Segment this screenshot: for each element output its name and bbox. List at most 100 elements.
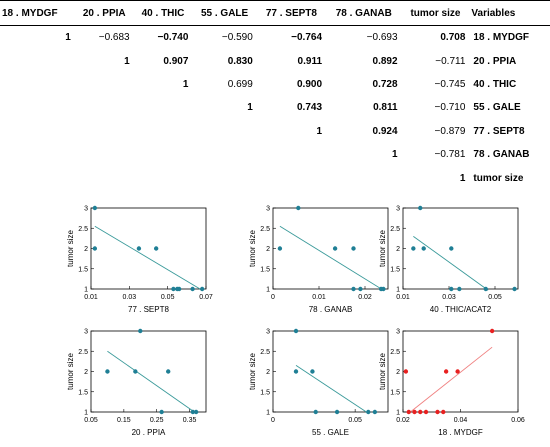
data-point xyxy=(105,369,110,374)
y-tick-label: 2.5 xyxy=(260,226,270,233)
x-axis-label: 77 . SEPT8 xyxy=(128,305,169,314)
data-point xyxy=(199,286,205,292)
data-point xyxy=(334,409,340,415)
x-axis-label: 55 . GALE xyxy=(312,428,349,437)
data-point xyxy=(449,286,454,292)
data-point xyxy=(332,246,338,251)
data-point xyxy=(366,409,371,415)
scatter-plot: 1 1.5 2 2.5 3 0.01 0.03 0.05 40 . THIC/ACAT2 tumo… xyxy=(378,205,519,314)
cell-gale: −0.590 xyxy=(221,32,253,44)
data-point xyxy=(406,409,411,415)
cell-mydgf: 1 xyxy=(65,32,71,44)
x-tick-label: 0 xyxy=(271,417,275,424)
data-point xyxy=(423,409,429,415)
cell-tumor-size: 0.708 xyxy=(440,32,466,44)
data-point xyxy=(133,369,138,374)
cell-sept8 xyxy=(257,143,326,166)
cell-tumor-size: −0.710 xyxy=(434,102,466,114)
cell-gale: 1 xyxy=(247,102,253,114)
cell-sept8: 1 xyxy=(316,125,323,137)
data-point xyxy=(351,286,356,292)
scatter-plot: 1 1.5 2 2.5 3 0 0.01 0.02 78 . GANAB tumor size xyxy=(248,205,389,314)
y-tick-label: 2 xyxy=(396,246,400,253)
data-point xyxy=(166,369,171,374)
cell-thic xyxy=(134,96,193,119)
data-point xyxy=(418,409,423,415)
table-row: 1 −0.683 −0.740 −0.590 −0.764 −0.693 0.708 18 .… xyxy=(0,26,550,50)
cell-sept8: 0.911 xyxy=(297,55,323,67)
cell-thic: 1 xyxy=(182,78,189,90)
data-point xyxy=(296,205,301,211)
cell-thic xyxy=(134,120,193,143)
cell-mydgf xyxy=(0,49,75,72)
fit-line xyxy=(413,235,489,291)
data-point xyxy=(190,409,196,415)
data-point xyxy=(293,328,299,334)
data-point xyxy=(381,286,386,292)
table-row: 1 tumor size xyxy=(0,166,550,189)
cell-thic: 0.907 xyxy=(163,55,189,67)
header-gale: 55 . GALE xyxy=(200,7,249,19)
table-row: 1 0.924 −0.879 77 . SEPT8 xyxy=(0,120,550,143)
data-point xyxy=(512,286,517,292)
cell-tumor-size: −0.711 xyxy=(435,55,466,67)
x-tick-label: 0.01 xyxy=(84,294,98,301)
x-tick-label: 0 xyxy=(271,294,275,301)
header-tumor-size: tumor size xyxy=(410,7,461,19)
data-point xyxy=(421,246,426,251)
header-thic: 40 . THIC xyxy=(141,7,185,19)
x-tick-label: 0.05 xyxy=(161,294,175,301)
cell-gale: 0.699 xyxy=(227,78,253,90)
y-tick-label: 3 xyxy=(266,329,270,336)
data-point xyxy=(92,205,98,211)
y-tick-label: 1 xyxy=(84,287,88,294)
data-point xyxy=(418,205,423,211)
x-tick-label: 0.07 xyxy=(199,294,213,301)
data-point xyxy=(176,286,182,292)
data-point xyxy=(443,369,449,374)
x-tick-label: 0.01 xyxy=(396,294,410,301)
cell-gale xyxy=(192,143,256,166)
x-axis-label: 20 . PPIA xyxy=(132,428,166,437)
data-point xyxy=(441,409,446,415)
fit-line xyxy=(408,346,493,414)
data-point xyxy=(449,246,454,251)
data-point xyxy=(310,369,315,374)
y-axis-label: tumor size xyxy=(378,230,387,267)
cell-sept8: 0.743 xyxy=(297,102,323,114)
data-point xyxy=(138,328,143,334)
y-tick-label: 2 xyxy=(84,369,88,376)
y-tick-label: 1 xyxy=(266,287,270,294)
cell-ganab: 0.892 xyxy=(372,55,398,67)
x-tick-label: 0.03 xyxy=(123,294,137,301)
cell-mydgf xyxy=(0,96,75,119)
y-tick-label: 1.5 xyxy=(260,389,270,396)
fit-line xyxy=(107,350,197,414)
y-tick-label: 1 xyxy=(266,410,270,417)
row-variable-label: 55 . GALE xyxy=(473,102,521,114)
y-tick-label: 2.5 xyxy=(260,349,270,356)
y-tick-label: 3 xyxy=(396,206,400,213)
cell-tumor-size: −0.745 xyxy=(434,78,466,90)
row-variable-label: tumor size xyxy=(473,172,524,184)
scatter-plot: 1 1.5 2 2.5 3 0 0.05 55 . GALE tumor size xyxy=(248,328,389,437)
data-point xyxy=(457,286,462,292)
y-tick-label: 1.5 xyxy=(78,266,88,273)
y-tick-label: 2.5 xyxy=(390,349,400,356)
y-axis-label: tumor size xyxy=(378,353,387,390)
x-tick-label: 0.05 xyxy=(488,294,502,301)
y-tick-label: 3 xyxy=(84,329,88,336)
cell-thic: −0.740 xyxy=(157,32,189,44)
row-variable-label: 20 . PPIA xyxy=(473,55,517,67)
fit-line xyxy=(295,365,369,414)
plot-frame xyxy=(402,330,519,413)
y-tick-label: 1.5 xyxy=(390,389,400,396)
cell-ppia: −0.683 xyxy=(98,32,130,44)
cell-tumor-size: −0.781 xyxy=(434,149,466,161)
y-tick-label: 1 xyxy=(396,287,400,294)
y-tick-label: 2.5 xyxy=(390,226,400,233)
cell-gale xyxy=(192,120,256,143)
y-axis-label: tumor size xyxy=(66,230,75,267)
y-tick-label: 1 xyxy=(396,410,400,417)
cell-mydgf xyxy=(0,166,75,189)
